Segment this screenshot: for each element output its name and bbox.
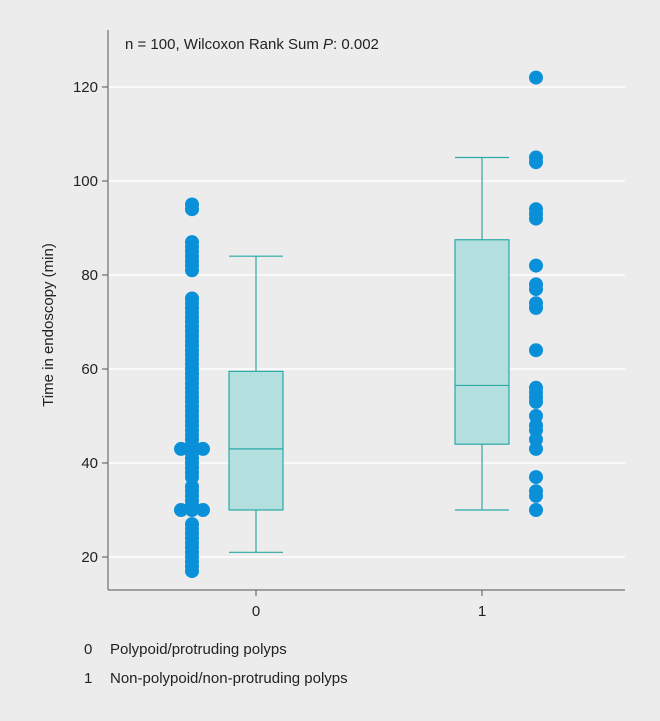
data-point xyxy=(174,503,188,517)
y-tick-label: 80 xyxy=(81,267,98,284)
legend-item-1: 1 Non-polypoid/non-protruding polyps xyxy=(84,670,348,687)
legend-code: 0 xyxy=(84,641,93,658)
x-tick-label: 1 xyxy=(478,603,486,620)
data-point xyxy=(185,197,199,212)
data-point xyxy=(529,150,543,165)
y-tick-label: 60 xyxy=(81,361,98,378)
data-point xyxy=(529,470,543,485)
box-0 xyxy=(228,255,284,553)
data-point xyxy=(529,296,543,311)
labels: n = 100, Wilcoxon Rank Sum P: 0.002 Time… xyxy=(40,36,379,407)
data-point xyxy=(196,503,210,517)
data-points xyxy=(174,70,543,579)
boxes xyxy=(228,156,510,553)
legend-code: 1 xyxy=(84,670,93,687)
legend-item-0: 0 Polypoid/protruding polyps xyxy=(84,641,287,658)
axes: 20 40 60 80 100 120 0 1 xyxy=(73,30,625,620)
data-point xyxy=(529,484,543,499)
y-axis-label: Time in endoscopy (min) xyxy=(40,243,57,407)
data-point xyxy=(174,441,188,456)
iqr-box xyxy=(228,370,284,511)
iqr-box xyxy=(454,239,510,445)
y-tick-label: 100 xyxy=(73,173,98,190)
data-point xyxy=(529,409,543,423)
chart-annotation: n = 100, Wilcoxon Rank Sum P: 0.002 xyxy=(125,36,379,53)
data-point xyxy=(529,343,543,358)
data-point xyxy=(529,70,543,85)
box-1 xyxy=(454,156,510,511)
x-tick-label: 0 xyxy=(252,603,260,620)
data-point xyxy=(196,441,210,456)
y-tick-label: 40 xyxy=(81,455,98,472)
data-point xyxy=(185,235,199,250)
data-point xyxy=(529,277,543,292)
data-point xyxy=(529,258,543,273)
legend-label: Polypoid/protruding polyps xyxy=(110,641,287,658)
data-point xyxy=(529,503,543,517)
data-point xyxy=(529,202,543,217)
legend-label: Non-polypoid/non-protruding polyps xyxy=(110,670,348,687)
data-point xyxy=(185,291,199,306)
data-point xyxy=(529,380,543,395)
y-tick-label: 120 xyxy=(73,79,98,96)
data-point xyxy=(185,517,199,532)
y-tick-label: 20 xyxy=(81,549,98,566)
